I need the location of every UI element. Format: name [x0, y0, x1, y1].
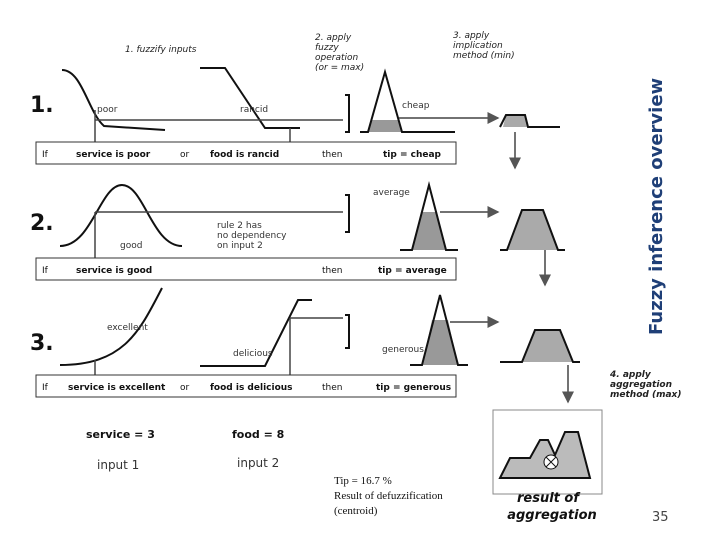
aggregation-label: result of	[517, 491, 581, 506]
step-line: implication	[453, 41, 503, 51]
step-caption: 2. apply fuzzy operation (or = max) 3. a…	[315, 31, 515, 73]
mf-curve	[200, 299, 312, 367]
rule-text: If	[42, 150, 49, 160]
step-line: method (min)	[453, 51, 515, 61]
aggregation-shape	[498, 431, 592, 479]
rule-box	[35, 257, 457, 281]
result-line: Result of defuzzification	[334, 490, 443, 502]
step-line: operation	[315, 53, 359, 63]
output-mf	[410, 294, 468, 366]
rule-text: or	[180, 383, 190, 393]
rule-text: or	[180, 150, 190, 160]
note-line: no dependency	[217, 231, 287, 241]
shaded-area	[412, 212, 446, 250]
mf-curve	[200, 67, 300, 129]
implication-result	[500, 209, 565, 251]
implication-area	[522, 330, 573, 362]
rule-text: tip = generous	[376, 383, 451, 393]
rule-text: service is excellent	[68, 383, 166, 393]
step-line: method (max)	[610, 390, 681, 400]
mf-label: average	[373, 188, 410, 198]
step-line: (or = max)	[315, 63, 364, 73]
input-value: food = 8	[232, 428, 284, 441]
mf-label: good	[120, 241, 142, 251]
rule-text: tip = cheap	[383, 150, 442, 160]
rule-text: tip = average	[378, 266, 447, 276]
rule-text: If	[42, 266, 49, 276]
step-line: 4. apply	[609, 370, 652, 380]
centroid-cross	[545, 456, 557, 468]
row-number: 3.	[30, 331, 54, 356]
step-line: fuzzy	[315, 43, 339, 53]
slide-title: Fuzzy inference overview	[646, 78, 667, 335]
mf-label: generous	[382, 345, 424, 355]
note-line: on input 2	[217, 241, 263, 251]
input-value: service = 3	[86, 428, 155, 441]
rule-text: food is delicious	[210, 383, 293, 393]
bracket	[345, 194, 350, 233]
output-mf	[400, 181, 458, 251]
row-number: 2.	[30, 211, 54, 236]
mf-label: delicious	[233, 349, 273, 359]
implication-result	[499, 114, 560, 128]
step-line: 3. apply	[453, 31, 490, 41]
mf-label: rancid	[240, 105, 268, 115]
rule-box	[35, 141, 457, 165]
input-label: input 1	[97, 458, 139, 472]
input-label: input 2	[237, 456, 279, 470]
mf-label: poor	[97, 105, 118, 115]
rule-text: then	[322, 266, 342, 276]
step-line: aggregation	[610, 380, 672, 390]
mf-curve	[59, 287, 163, 366]
mf-curve	[59, 183, 183, 247]
rule-text: service is poor	[76, 150, 151, 160]
aggregation-label: aggregation	[507, 508, 597, 523]
row-number: 1.	[30, 93, 54, 118]
step-line: 2. apply	[315, 33, 352, 43]
rule-box	[35, 374, 457, 398]
result-line: Tip = 16.7 %	[334, 475, 392, 487]
implication-area	[503, 115, 528, 127]
bracket	[345, 314, 350, 349]
rule-text: If	[42, 383, 49, 393]
bracket	[345, 94, 350, 133]
step-caption: 4. apply aggregation method (max)	[609, 370, 681, 400]
result-line: (centroid)	[334, 505, 378, 517]
rule-text: then	[322, 383, 342, 393]
shaded-area	[368, 120, 402, 132]
step-caption: 1. fuzzify inputs	[125, 45, 197, 55]
rule-text: service is good	[76, 266, 152, 276]
page-number: 35	[652, 510, 669, 525]
rule-text: food is rancid	[210, 150, 279, 160]
output-mf	[360, 68, 455, 133]
mf-label: excellent	[107, 323, 148, 333]
mf-label: cheap	[402, 101, 430, 111]
mf-curve	[61, 69, 166, 131]
implication-result	[500, 329, 580, 363]
implication-area	[507, 210, 558, 250]
note-line: rule 2 has	[217, 221, 262, 231]
rule-text: then	[322, 150, 342, 160]
